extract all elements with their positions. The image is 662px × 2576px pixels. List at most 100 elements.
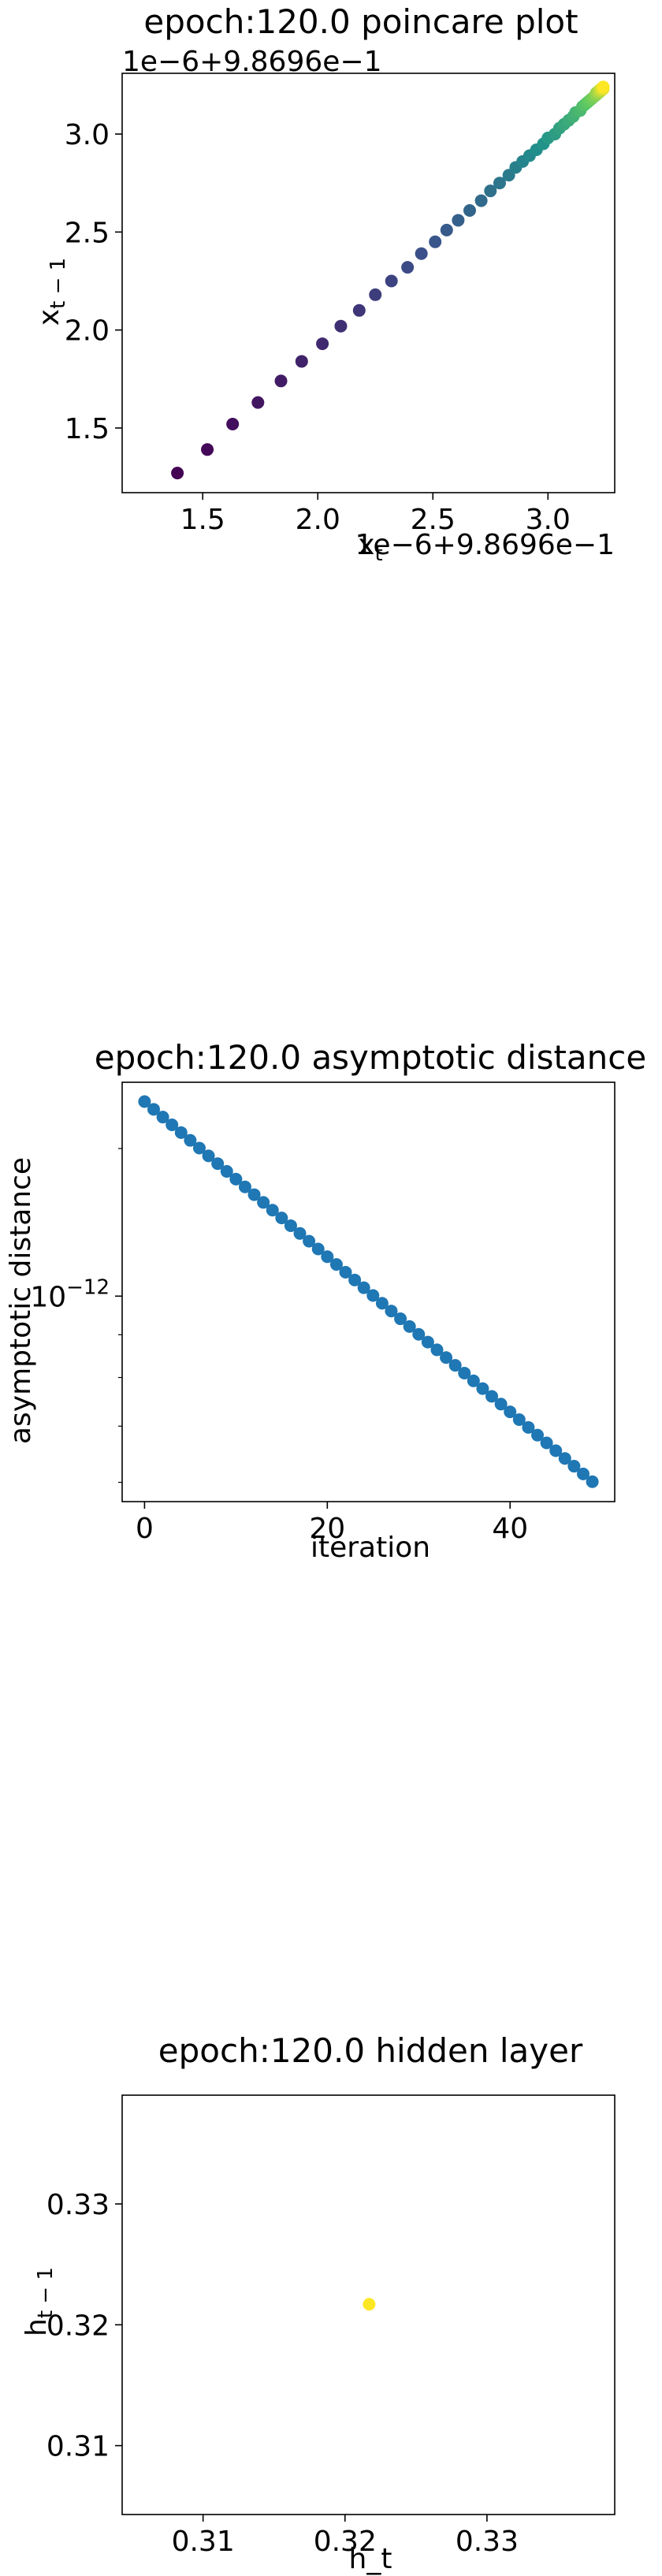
asymptotic-point bbox=[266, 1204, 279, 1217]
asymptotic-y-tick-label-0: 10−12 bbox=[30, 1275, 110, 1313]
asymptotic-point bbox=[303, 1234, 316, 1248]
poincare-point bbox=[484, 184, 497, 198]
poincare-point bbox=[493, 177, 506, 190]
poincare-y-offset-label: 1e−6+9.8696e−1 bbox=[122, 46, 381, 78]
poincare-y-tick-label-1: 2.0 bbox=[65, 315, 110, 348]
poincare-point bbox=[295, 355, 308, 368]
asymptotic-point bbox=[166, 1118, 179, 1131]
asymptotic-point bbox=[229, 1172, 243, 1186]
hidden-layer-x-tick-label-0: 0.31 bbox=[172, 2526, 235, 2558]
asymptotic-point bbox=[174, 1126, 188, 1139]
asymptotic-point bbox=[257, 1196, 270, 1209]
asymptotic-point bbox=[357, 1281, 370, 1294]
asymptotic-point bbox=[147, 1103, 161, 1116]
poincare-point bbox=[334, 319, 348, 333]
asymptotic-point bbox=[504, 1405, 517, 1419]
asymptotic-point bbox=[586, 1475, 599, 1488]
asymptotic-point bbox=[192, 1141, 206, 1155]
asymptotic-point bbox=[430, 1343, 444, 1357]
poincare-point bbox=[369, 288, 382, 301]
asymptotic-plot-area: 0 20 40 10−12 bbox=[30, 1081, 616, 1545]
poincare-x-offset-label: 1e−6+9.8696e−1 bbox=[355, 529, 615, 561]
hidden-layer-axes-frame bbox=[121, 2094, 616, 2515]
poincare-y-tick-label-2: 2.5 bbox=[65, 217, 110, 249]
asymptotic-point bbox=[220, 1165, 233, 1178]
asymptotic-point bbox=[339, 1265, 352, 1279]
asymptotic-point bbox=[293, 1227, 307, 1240]
asymptotic-point bbox=[211, 1157, 225, 1171]
hidden-layer-y-tick-label-1: 0.32 bbox=[46, 2310, 110, 2342]
poincare-point bbox=[452, 214, 465, 227]
poincare-point bbox=[226, 417, 240, 430]
asymptotic-point bbox=[348, 1273, 362, 1286]
asymptotic-point bbox=[394, 1312, 407, 1326]
poincare-point bbox=[251, 396, 265, 409]
hidden-layer-plot-area: 0.31 0.32 0.33 0.31 0.32 0.33 bbox=[46, 2094, 616, 2558]
asymptotic-point bbox=[247, 1188, 261, 1201]
poincare-point bbox=[415, 247, 428, 260]
poincare-point bbox=[201, 443, 214, 456]
poincare-figure: epoch:120.0 poincare plot 1e−6+9.8696e−1… bbox=[0, 0, 662, 566]
asymptotic-point bbox=[238, 1180, 251, 1193]
asymptotic-point bbox=[540, 1436, 553, 1450]
asymptotic-point bbox=[467, 1374, 480, 1387]
asymptotic-axes-frame bbox=[121, 1081, 616, 1502]
hidden-layer-title: epoch:120.0 hidden layer bbox=[158, 2031, 583, 2070]
hidden-layer-x-axis-label: h_t bbox=[349, 2543, 392, 2575]
asymptotic-point bbox=[440, 1351, 453, 1364]
asymptotic-point bbox=[494, 1398, 508, 1411]
poincare-title: epoch:120.0 poincare plot bbox=[143, 2, 578, 41]
hidden-layer-y-tick-label-0: 0.31 bbox=[46, 2431, 110, 2463]
poincare-axes-frame bbox=[121, 73, 616, 493]
poincare-x-tick-label-3: 3.0 bbox=[526, 504, 571, 536]
poincare-x-tick-label-1: 2.0 bbox=[296, 504, 340, 536]
asymptotic-point bbox=[512, 1413, 526, 1426]
hidden-layer-y-tick-label-2: 0.33 bbox=[46, 2189, 110, 2221]
hidden-layer-figure: epoch:120.0 hidden layer h_t ht − 1 0.31… bbox=[0, 2018, 662, 2576]
asymptotic-point bbox=[522, 1420, 535, 1434]
asymptotic-point bbox=[549, 1444, 563, 1457]
asymptotic-point bbox=[366, 1289, 380, 1302]
hidden-layer-x-tick-label-2: 0.33 bbox=[456, 2526, 519, 2558]
poincare-point bbox=[429, 235, 442, 248]
asymptotic-point bbox=[448, 1359, 462, 1372]
asymptotic-x-tick-label-2: 40 bbox=[492, 1513, 528, 1545]
poincare-point bbox=[597, 80, 610, 94]
asymptotic-point bbox=[184, 1134, 197, 1147]
hidden-layer-x-tick-label-1: 0.32 bbox=[314, 2526, 377, 2558]
asymptotic-point bbox=[284, 1219, 297, 1232]
asymptotic-point bbox=[321, 1250, 334, 1264]
asymptotic-figure: epoch:120.0 asymptotic distance iteratio… bbox=[0, 1025, 662, 1576]
poincare-y-tick-label-3: 3.0 bbox=[65, 119, 110, 151]
poincare-chart: epoch:120.0 poincare plot 1e−6+9.8696e−1… bbox=[33, 2, 616, 566]
asymptotic-y-axis-label: asymptotic distance bbox=[5, 1157, 37, 1444]
asymptotic-point bbox=[275, 1212, 288, 1225]
poincare-point bbox=[474, 194, 488, 207]
asymptotic-point bbox=[156, 1111, 169, 1124]
poincare-point bbox=[385, 274, 398, 288]
asymptotic-point bbox=[412, 1327, 426, 1341]
hidden-layer-point bbox=[363, 2298, 376, 2311]
poincare-point bbox=[171, 467, 184, 480]
asymptotic-point bbox=[421, 1335, 434, 1349]
poincare-point bbox=[401, 261, 415, 274]
asymptotic-x-tick-label-1: 20 bbox=[309, 1513, 345, 1545]
poincare-point bbox=[440, 223, 453, 236]
asymptotic-title: epoch:120.0 asymptotic distance bbox=[95, 1038, 646, 1077]
asymptotic-point bbox=[403, 1320, 416, 1333]
asymptotic-point bbox=[558, 1452, 571, 1465]
poincare-y-tick-label-0: 1.5 bbox=[65, 413, 110, 445]
hidden-layer-chart: epoch:120.0 hidden layer h_t ht − 1 0.31… bbox=[20, 2031, 616, 2575]
asymptotic-x-axis-label: iteration bbox=[311, 1532, 430, 1564]
asymptotic-point bbox=[576, 1467, 589, 1480]
asymptotic-point bbox=[385, 1305, 398, 1318]
asymptotic-point bbox=[329, 1258, 343, 1271]
asymptotic-point bbox=[485, 1390, 499, 1403]
asymptotic-point bbox=[311, 1242, 325, 1256]
asymptotic-point bbox=[531, 1428, 545, 1442]
poincare-x-tick-label-2: 2.5 bbox=[411, 504, 456, 536]
poincare-x-tick-label-0: 1.5 bbox=[180, 504, 225, 536]
asymptotic-point bbox=[458, 1366, 471, 1379]
poincare-point bbox=[463, 204, 477, 218]
asymptotic-x-tick-label-0: 0 bbox=[136, 1513, 154, 1545]
